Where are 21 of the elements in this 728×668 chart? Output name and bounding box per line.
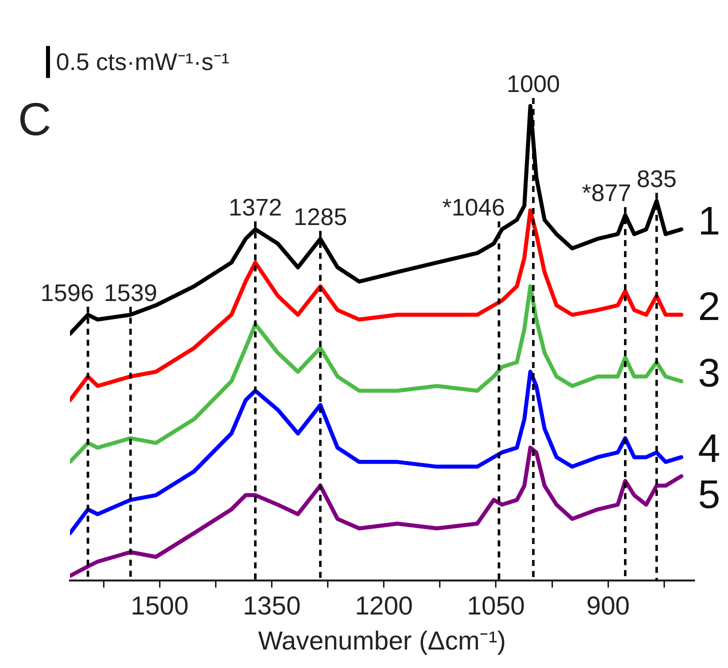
series-label: 3 <box>698 351 720 396</box>
ref-line-label: 1596 <box>40 280 94 307</box>
ref-line-label: 1000 <box>506 70 560 98</box>
x-tick-label: 1200 <box>354 590 413 620</box>
ref-line-label: 835 <box>636 166 677 193</box>
text: C <box>18 92 52 146</box>
ref-line-label: 1285 <box>294 204 348 231</box>
x-tick-label: 1050 <box>467 590 525 620</box>
ref-line-label: 1372 <box>228 194 282 222</box>
series-label: 4 <box>698 427 720 472</box>
ref-line-label: *877 <box>582 180 632 208</box>
series-label: 2 <box>698 284 720 329</box>
x-tick-label: 1500 <box>130 590 189 620</box>
x-tick-label: 1350 <box>242 590 301 620</box>
ref-line-label: 1539 <box>104 280 158 307</box>
series-label: 1 <box>698 199 720 244</box>
x-tick-label: 900 <box>586 590 630 620</box>
text: 0.5 cts·mW⁻¹·s⁻¹ <box>56 48 230 77</box>
ref-line-label: *1046 <box>442 194 505 222</box>
series-label: 5 <box>698 473 720 518</box>
x-axis-title: Wavenumber (Δcm⁻¹) <box>258 626 506 656</box>
